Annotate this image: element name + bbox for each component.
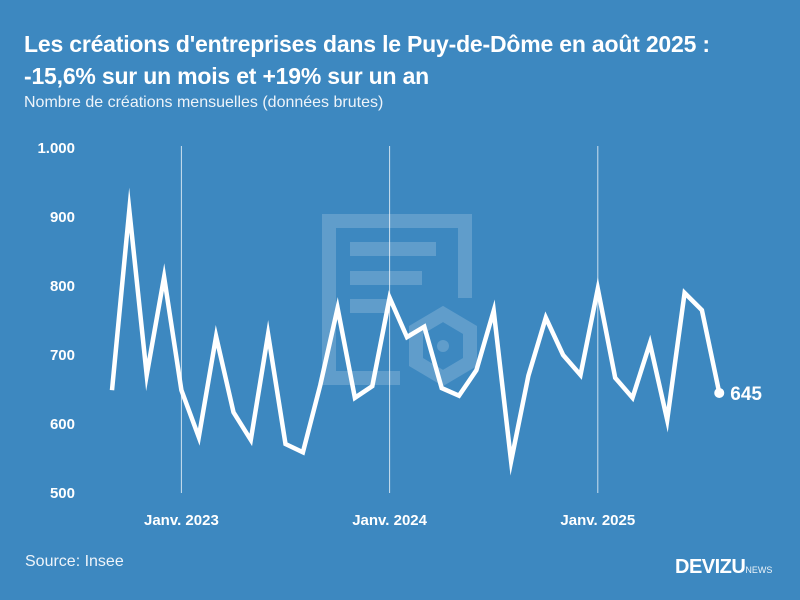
end-value-label: 645 — [730, 384, 762, 405]
source-note: Source: Insee — [25, 553, 124, 570]
gridlines — [180, 146, 599, 493]
x-tick-label: Janv. 2024 — [352, 512, 427, 529]
chart-subtitle: Nombre de créations mensuelles (données … — [24, 94, 384, 111]
y-tick-label: 700 — [50, 347, 75, 364]
y-tick-label: 600 — [50, 416, 75, 433]
watermark-logo — [322, 214, 477, 387]
series-creations: 645 — [109, 187, 762, 476]
y-tick-label: 1.000 — [37, 140, 75, 157]
chart-title: Les créations d'entreprises dans le Puy-… — [24, 31, 710, 89]
x-tick-label: Janv. 2023 — [144, 512, 219, 529]
y-tick-label: 800 — [50, 278, 75, 295]
y-tick-label: 900 — [50, 209, 75, 226]
series-line — [109, 187, 722, 476]
brand-logo: DEVIZUNEWS — [675, 556, 772, 579]
y-axis: 500 600 700 800 900 1.000 — [37, 140, 75, 502]
y-tick-label: 500 — [50, 485, 75, 502]
end-marker — [714, 387, 725, 398]
x-tick-label: Janv. 2025 — [560, 512, 635, 529]
x-axis: Janv. 2023 Janv. 2024 Janv. 2025 — [144, 512, 635, 529]
brand-sub: NEWS — [745, 565, 773, 575]
watermark-dot — [437, 340, 449, 352]
brand-main: DEVIZU — [675, 556, 746, 578]
